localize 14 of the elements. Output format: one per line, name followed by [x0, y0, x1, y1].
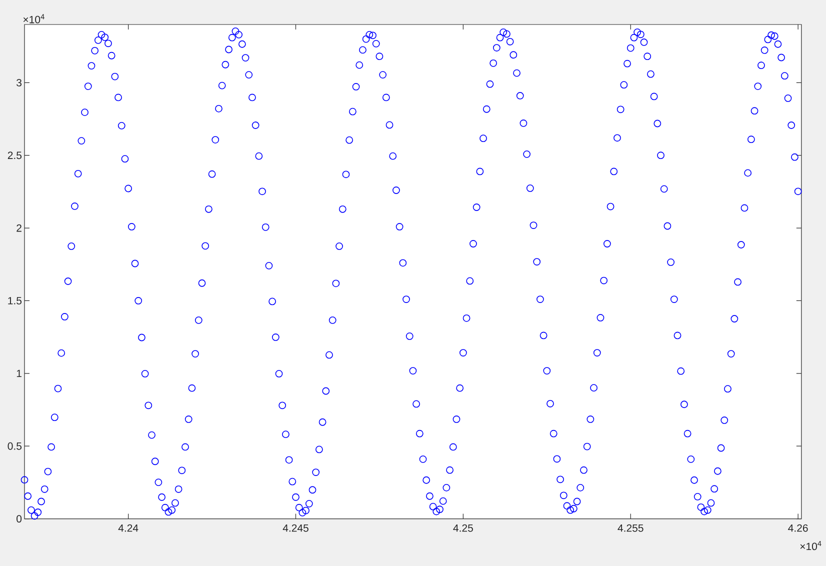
- y-tick-label: 1: [16, 370, 22, 378]
- y-tick-label: 0.5: [8, 442, 22, 450]
- y-tick-label: 1.5: [8, 297, 22, 304]
- x-tick-label: 4.245: [282, 524, 308, 532]
- x-tick-label: 4.26: [788, 524, 808, 532]
- y-tick-label: 3: [16, 78, 22, 86]
- x-tick-label: 4.24: [118, 524, 138, 532]
- text: ×10$^{4}$: [23, 14, 44, 24]
- x-tick-label: 4.255: [618, 524, 644, 532]
- y-tick-label: 2: [16, 224, 22, 232]
- text: ×10$^{4}$: [800, 540, 822, 550]
- y-tick-label: 0: [16, 515, 22, 523]
- y-tick-label: 2.5: [8, 152, 22, 160]
- x-tick-label: 4.25: [453, 524, 473, 532]
